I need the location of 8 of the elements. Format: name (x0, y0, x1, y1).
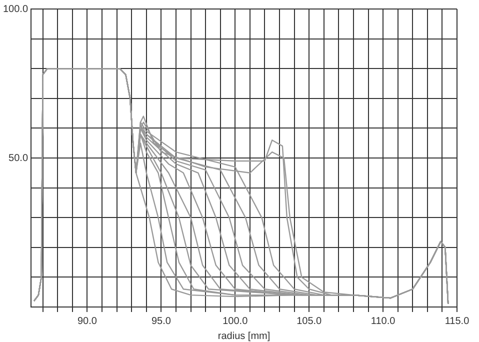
x-tick-label: 115.0 (444, 316, 470, 327)
x-tick-label: 95.0 (151, 316, 172, 327)
x-tick-label: 105.0 (296, 316, 322, 327)
x-tick-label: 90.0 (77, 316, 98, 327)
y-tick-label: 50.0 (8, 152, 28, 164)
x-tick-label: 100.0 (222, 316, 248, 327)
x-tick-label: 110.0 (370, 316, 396, 327)
x-axis-title: radius [mm] (218, 330, 270, 342)
